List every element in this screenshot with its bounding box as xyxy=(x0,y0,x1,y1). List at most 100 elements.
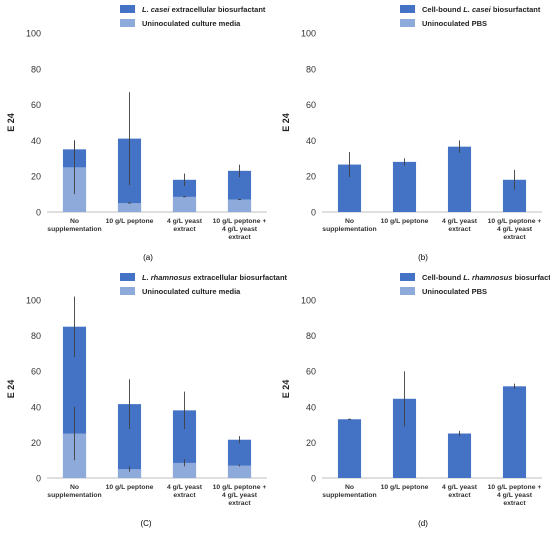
x-tick-label: extract xyxy=(503,500,526,507)
legend-label: Uninoculated PBS xyxy=(422,18,488,28)
y-tick-label: 40 xyxy=(306,136,316,146)
x-tick-label: 10 g/L peptone + xyxy=(488,484,542,491)
x-tick-label: 10 g/L peptone xyxy=(106,484,154,491)
x-tick-label: 4 g/L yeast xyxy=(497,492,533,499)
bar xyxy=(392,161,417,212)
x-tick-label: 10 g/L peptone xyxy=(106,218,154,225)
legend-item: L. casei extracellular biosurfactant xyxy=(120,2,265,16)
legend-swatch xyxy=(120,287,135,295)
legend-swatch xyxy=(400,5,415,13)
legend-item: L. rhamnosus extracellular biosurfactant xyxy=(120,270,287,284)
bar xyxy=(447,433,472,478)
y-tick-label: 80 xyxy=(31,64,41,74)
legend-label: Cell-bound L. rhamnosus biosurfactant xyxy=(422,272,550,282)
y-tick-label: 20 xyxy=(31,438,41,448)
y-tick-label: 40 xyxy=(306,402,316,412)
bar xyxy=(172,196,197,212)
legend-swatch xyxy=(400,19,415,27)
legend-b: Cell-bound L. casei biosurfactant Uninocu… xyxy=(400,2,540,30)
bar xyxy=(117,469,142,478)
x-tick-label: extract xyxy=(173,226,196,233)
legend-label: Uninoculated PBS xyxy=(422,286,488,296)
y-tick-label: 80 xyxy=(31,331,41,341)
bar xyxy=(337,164,362,212)
legend-label: Cell-bound L. casei biosurfactant xyxy=(422,4,541,14)
y-tick-label: 80 xyxy=(306,64,316,74)
legend-swatch xyxy=(120,273,135,281)
legend-item: Uninoculated culture media xyxy=(120,16,265,30)
x-tick-label: No xyxy=(70,218,79,225)
x-tick-label: 10 g/L peptone + xyxy=(213,484,267,491)
y-tick-label: 60 xyxy=(31,367,41,377)
chart-panel-d: Cell-bound L. rhamnosus biosurfactant Uni… xyxy=(275,268,550,532)
legend-swatch xyxy=(120,19,135,27)
x-tick-label: No xyxy=(345,484,354,491)
chart-panel-b: Cell-bound L. casei biosurfactant Uninocu… xyxy=(275,0,545,264)
x-tick-label: 10 g/L peptone xyxy=(381,218,429,225)
y-axis-title: E 24 xyxy=(6,113,16,132)
legend-a: L. casei extracellular biosurfactant Unin… xyxy=(120,2,265,30)
x-tick-label: extract xyxy=(503,234,526,241)
bar xyxy=(392,398,417,478)
x-tick-label: 10 g/L peptone + xyxy=(488,218,542,225)
chart-panel-a: L. casei extracellular biosurfactant Unin… xyxy=(0,0,270,264)
y-tick-label: 0 xyxy=(311,474,316,484)
legend-swatch xyxy=(120,5,135,13)
x-tick-label: 4 g/L yeast xyxy=(222,492,258,499)
bar xyxy=(227,199,252,212)
x-tick-label: 4 g/L yeast xyxy=(222,226,258,233)
y-tick-label: 0 xyxy=(36,474,41,484)
x-tick-label: extract xyxy=(228,234,251,241)
y-tick-label: 0 xyxy=(36,208,41,218)
y-tick-label: 60 xyxy=(306,100,316,110)
x-tick-label: supplementation xyxy=(47,492,101,499)
y-axis-title: E 24 xyxy=(6,380,16,399)
y-tick-label: 100 xyxy=(301,29,316,39)
x-tick-label: 4 g/L yeast xyxy=(167,218,203,225)
legend-label: Uninoculated culture media xyxy=(142,286,241,296)
legend-swatch xyxy=(400,287,415,295)
legend-item: Uninoculated PBS xyxy=(400,16,540,30)
bar xyxy=(117,203,142,212)
y-axis-title: E 24 xyxy=(281,380,291,399)
y-axis-title: E 24 xyxy=(281,113,291,132)
y-tick-label: 0 xyxy=(311,208,316,218)
legend-d: Cell-bound L. rhamnosus biosurfactant Uni… xyxy=(400,270,550,298)
x-tick-label: extract xyxy=(228,500,251,507)
legend-c: L. rhamnosus extracellular biosurfactant… xyxy=(120,270,287,298)
legend-label: L. casei extracellular biosurfactant xyxy=(142,4,266,14)
y-tick-label: 100 xyxy=(26,296,41,306)
bar xyxy=(172,410,197,478)
x-tick-label: 4 g/L yeast xyxy=(442,218,478,225)
panel-label-c: (C) xyxy=(140,519,152,528)
x-tick-label: 4 g/L yeast xyxy=(167,484,203,491)
x-tick-label: extract xyxy=(448,492,471,499)
panel-label-b: (b) xyxy=(418,253,428,262)
legend-item: Cell-bound L. casei biosurfactant xyxy=(400,2,540,16)
panel-label-d: (d) xyxy=(418,519,428,528)
legend-swatch xyxy=(400,273,415,281)
y-tick-label: 20 xyxy=(306,438,316,448)
legend-item: Cell-bound L. rhamnosus biosurfactant xyxy=(400,270,550,284)
x-tick-label: 4 g/L yeast xyxy=(497,226,533,233)
legend-label: Uninoculated culture media xyxy=(142,18,241,28)
x-tick-label: No xyxy=(70,484,79,491)
legend-label: L. rhamnosus extracellular biosurfactant xyxy=(142,272,288,282)
bar xyxy=(502,179,527,212)
y-tick-label: 20 xyxy=(31,172,41,182)
x-tick-label: supplementation xyxy=(322,226,376,233)
x-tick-label: supplementation xyxy=(322,492,376,499)
y-tick-label: 20 xyxy=(306,172,316,182)
bar xyxy=(117,404,142,478)
y-tick-label: 40 xyxy=(31,402,41,412)
x-tick-label: 10 g/L peptone xyxy=(381,484,429,491)
y-tick-label: 60 xyxy=(31,100,41,110)
bar xyxy=(337,419,362,478)
x-tick-label: No xyxy=(345,218,354,225)
y-tick-label: 100 xyxy=(301,296,316,306)
bar xyxy=(227,465,252,478)
